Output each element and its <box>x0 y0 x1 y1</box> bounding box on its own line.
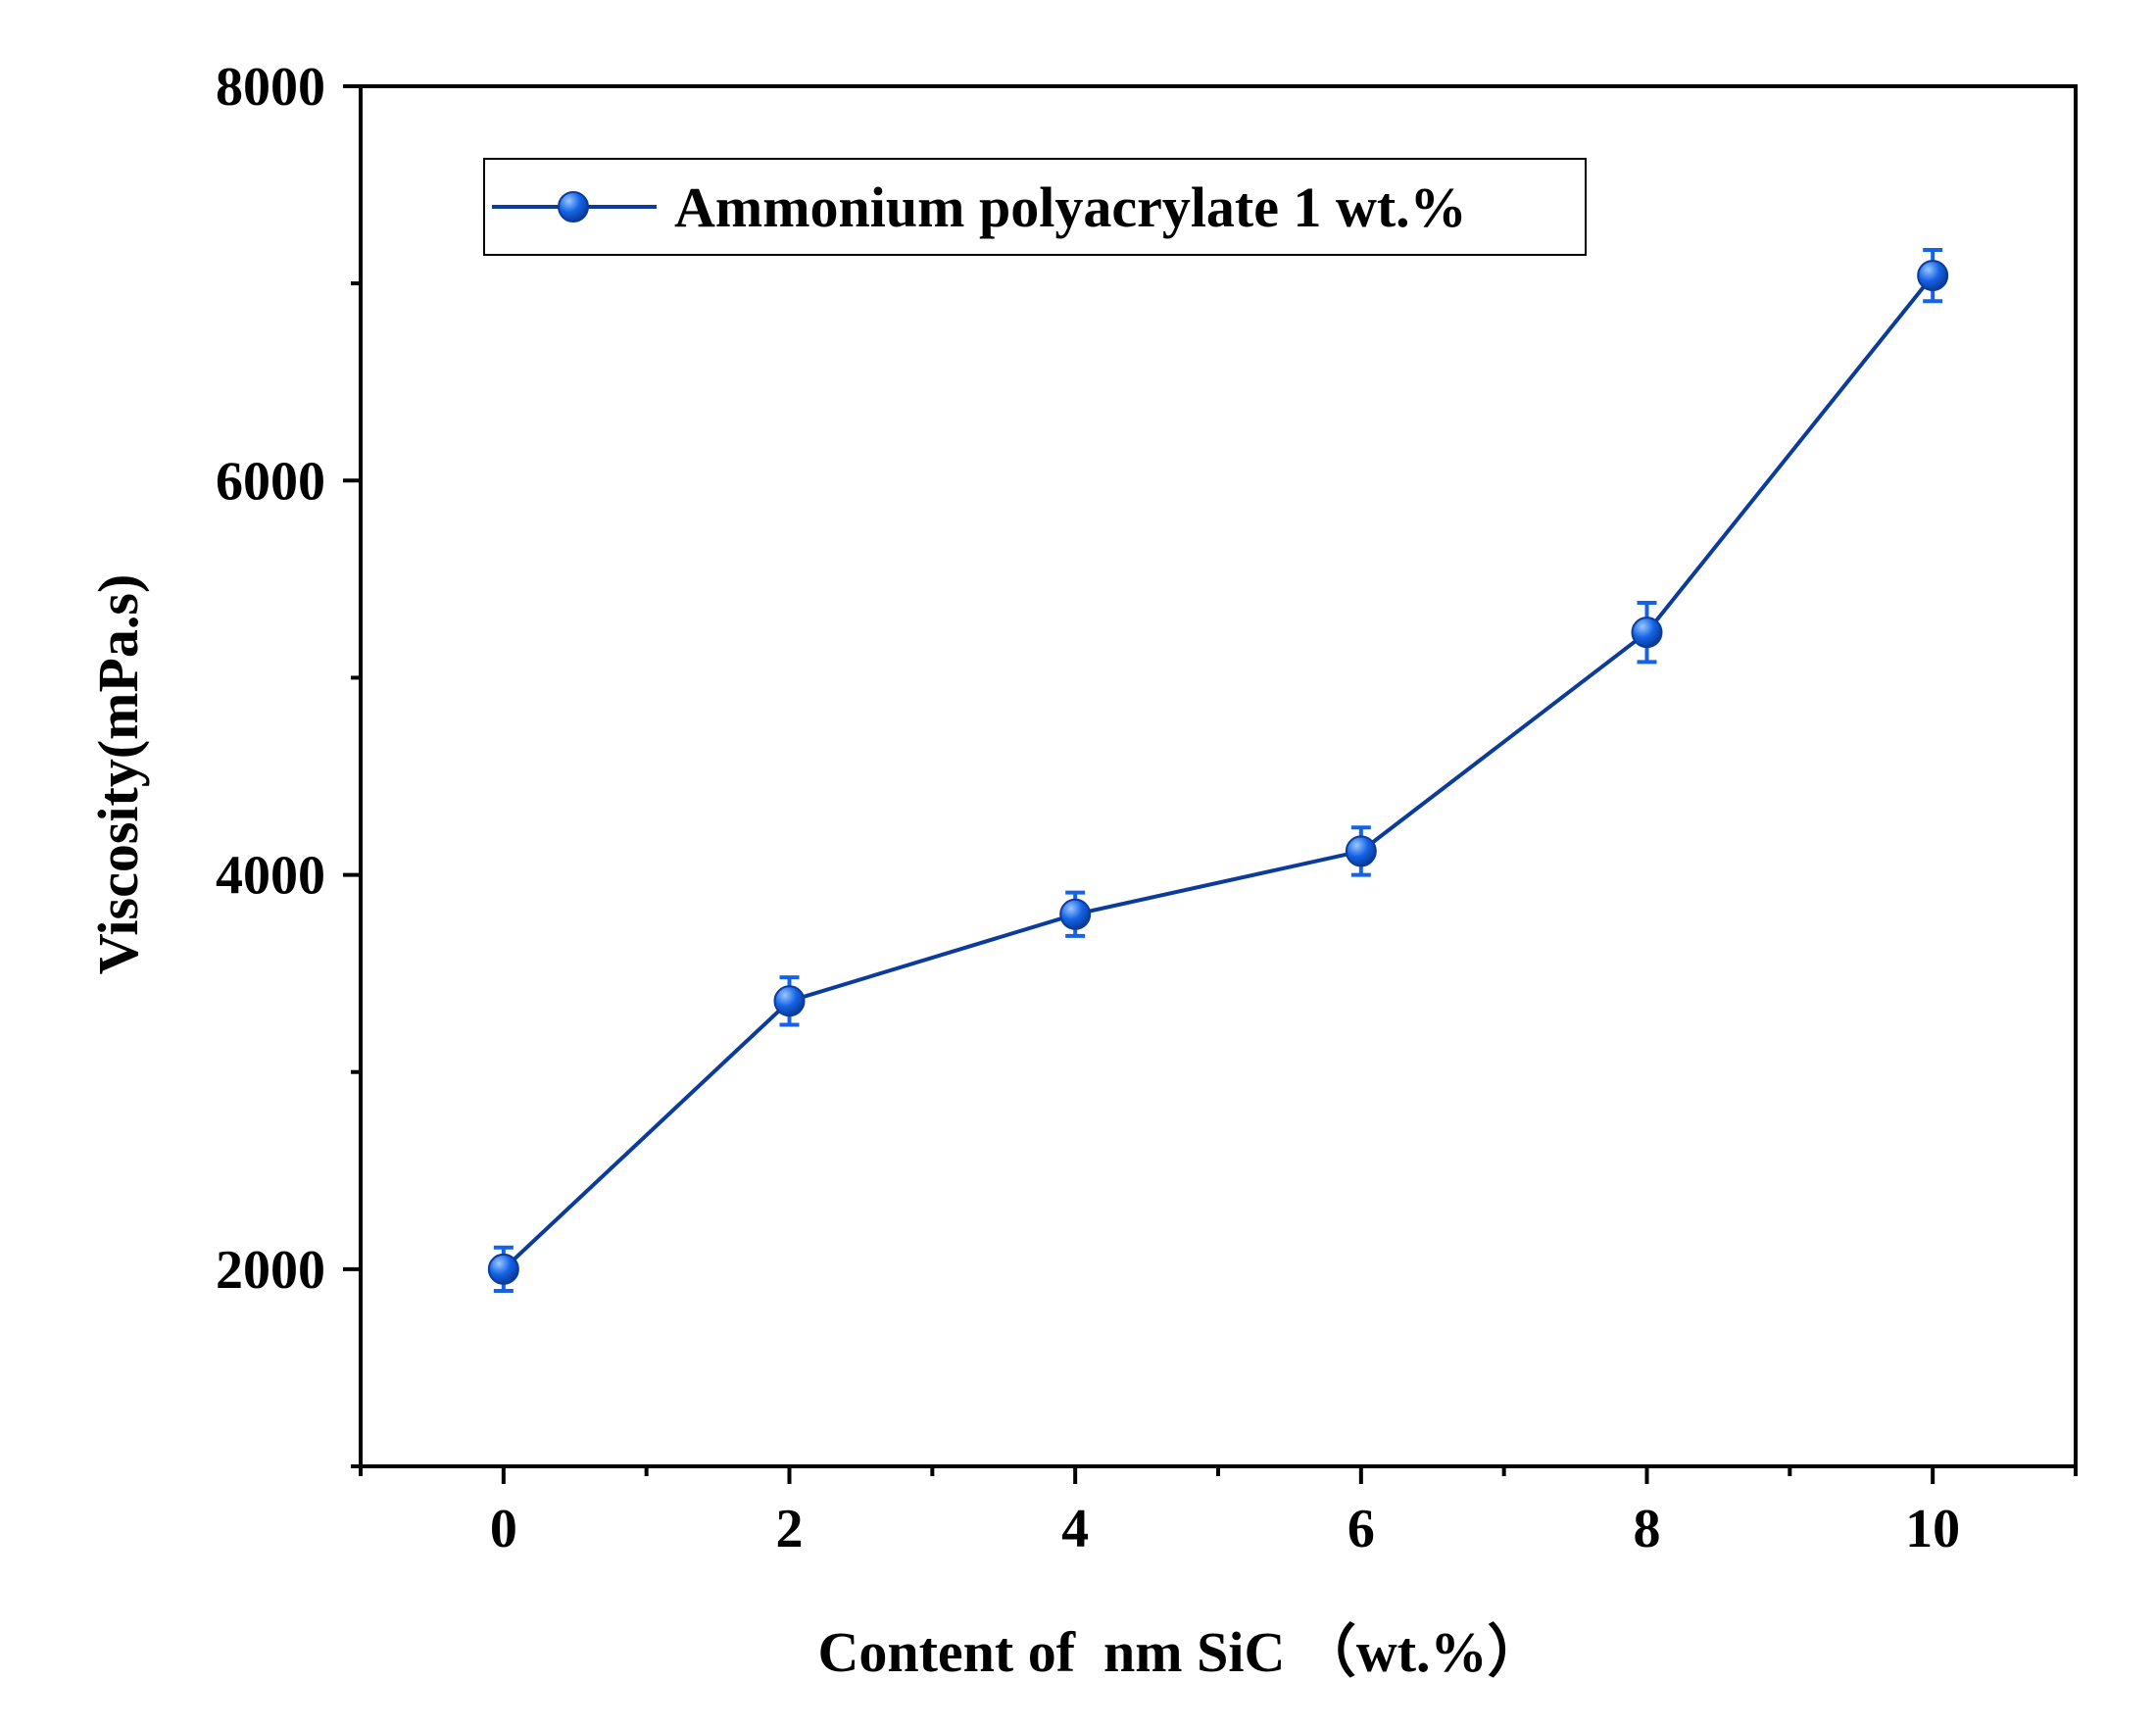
plot-frame <box>359 84 2078 1468</box>
x-tick-label: 6 <box>1348 1499 1375 1559</box>
x-tick-label: 10 <box>1905 1499 1960 1559</box>
y-tick-label: 4000 <box>216 846 325 907</box>
y-tick-label: 2000 <box>216 1240 325 1301</box>
data-point <box>1345 835 1377 867</box>
data-point <box>1631 617 1663 649</box>
x-tick-label: 8 <box>1634 1499 1661 1559</box>
data-point <box>773 985 806 1017</box>
series-layer <box>487 247 1949 1293</box>
y-tick-label: 8000 <box>216 57 325 118</box>
legend-box <box>483 158 1587 256</box>
y-tick-label: 6000 <box>216 451 325 512</box>
series-line <box>502 273 1935 1271</box>
legend-marker <box>558 191 589 222</box>
x-axis-label: Content of nm SiC （wt.%） <box>817 1620 1544 1684</box>
x-tick-labels: 0 2 4 6 8 10 <box>490 1499 1960 1559</box>
x-tick-label: 4 <box>1061 1499 1089 1559</box>
data-point <box>487 1253 519 1285</box>
axis-ticks <box>343 84 2078 1484</box>
x-tick-label: 0 <box>490 1499 517 1559</box>
x-tick-label: 2 <box>776 1499 804 1559</box>
y-tick-labels: 2000 4000 6000 8000 <box>216 57 325 1301</box>
legend-label: Ammonium polyacrylate 1 wt.% <box>674 175 1467 239</box>
data-point <box>1059 898 1092 930</box>
data-point <box>1917 260 1949 292</box>
legend: Ammonium polyacrylate 1 wt.% <box>483 158 1587 256</box>
y-axis-label: Viscosity(mPa.s) <box>86 574 150 975</box>
